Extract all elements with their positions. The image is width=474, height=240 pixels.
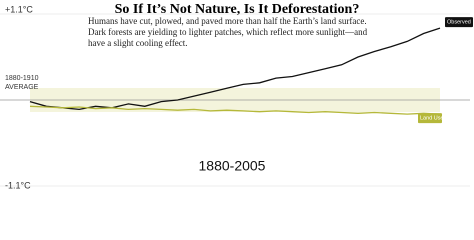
subtitle: Humans have cut, plowed, and paved more … bbox=[88, 16, 367, 26]
line bbox=[29, 27, 441, 111]
legend-label: Observed bbox=[447, 20, 471, 26]
legend-box bbox=[445, 17, 473, 28]
chart: So If It’s Not Nature, Is It Deforestati… bbox=[0, 2, 473, 190]
y-tick-label-part: AVERAGE bbox=[5, 84, 39, 91]
annotation: 1880-2005 bbox=[199, 158, 266, 174]
y-tick-label-part: 1880-1910 bbox=[5, 75, 39, 82]
y-tick-label: +1.1°C bbox=[5, 4, 33, 14]
y-tick-label: 1880-1910 AVERAGE bbox=[5, 75, 39, 91]
chart-title: So If It’s Not Nature, Is It Deforestati… bbox=[115, 2, 360, 17]
line bbox=[29, 105, 441, 115]
subtitle: have a slight cooling effect. bbox=[88, 38, 188, 48]
y-tick-label: -1.1°C bbox=[5, 180, 31, 190]
legend-label: Land Use bbox=[420, 116, 444, 122]
legend-box bbox=[418, 113, 442, 124]
subtitle: Dark forests are yielding to lighter pat… bbox=[88, 27, 368, 37]
